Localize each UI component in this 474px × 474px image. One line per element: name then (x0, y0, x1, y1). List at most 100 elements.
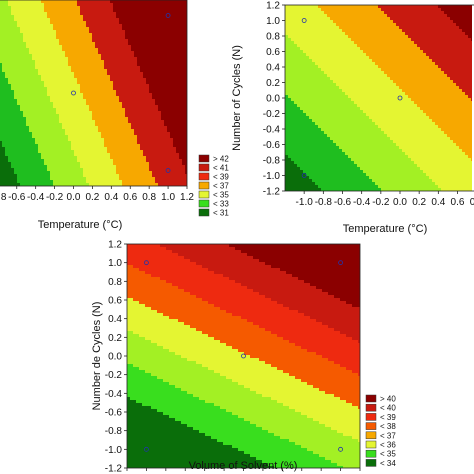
contour-cell (125, 0, 129, 4)
contour-cell (134, 114, 138, 118)
contour-cell (167, 168, 171, 172)
contour-cell (155, 159, 159, 163)
contour-cell (65, 102, 69, 106)
contour-cell (47, 90, 51, 94)
contour-cell (182, 180, 186, 184)
contour-cell (131, 30, 135, 34)
contour-cell (59, 141, 63, 145)
contour-cell (41, 48, 45, 52)
contour-cell (294, 17, 298, 21)
contour-cell (89, 0, 93, 4)
contour-cell (119, 6, 123, 10)
contour-cell (161, 153, 165, 157)
contour-cell (146, 27, 150, 31)
contour-cell (291, 89, 295, 93)
contour-cell (98, 15, 102, 19)
contour-cell (65, 36, 69, 40)
contour-cell (53, 33, 57, 37)
contour-cell (95, 174, 99, 178)
contour-cell (146, 48, 150, 52)
contour-cell (158, 51, 162, 55)
contour-cell (146, 126, 150, 130)
contour-cell (116, 162, 120, 166)
contour-cell (62, 141, 66, 145)
contour-cell (104, 159, 108, 163)
contour-cell (167, 51, 171, 55)
contour-cell (107, 114, 111, 118)
contour-cell (158, 6, 162, 10)
contour-cell (86, 162, 90, 166)
contour-cell (161, 117, 165, 121)
contour-cell (101, 90, 105, 94)
contour-cell (14, 0, 18, 4)
contour-cell (143, 54, 147, 58)
contour-cell (167, 114, 171, 118)
contour-cell (155, 174, 159, 178)
contour-cell (83, 48, 87, 52)
contour-cell (176, 21, 180, 25)
contour-cell (164, 141, 168, 145)
contour-cell (285, 17, 289, 21)
contour-cell (101, 138, 105, 142)
contour-cell (0, 63, 3, 67)
contour-cell (122, 105, 126, 109)
contour-cell (119, 168, 123, 172)
contour-cell (122, 144, 126, 148)
contour-cell (56, 117, 60, 121)
contour-cell (155, 138, 159, 142)
contour-cell (23, 135, 27, 139)
contour-cell (47, 162, 51, 166)
contour-cell (161, 177, 165, 181)
contour-cell (62, 114, 66, 118)
contour-cell (77, 147, 81, 151)
contour-cell (50, 69, 54, 73)
contour-cell (89, 159, 93, 163)
contour-cell (116, 156, 120, 160)
contour-cell (62, 42, 66, 46)
contour-cell (176, 108, 180, 112)
contour-cell (11, 72, 15, 76)
contour-cell (161, 69, 165, 73)
contour-cell (110, 69, 114, 73)
contour-cell (47, 93, 51, 97)
contour-cell (155, 117, 159, 121)
contour-cell (86, 60, 90, 64)
contour-cell (8, 87, 12, 91)
contour-cell (74, 156, 78, 160)
contour-cell (161, 132, 165, 136)
contour-cell (119, 48, 123, 52)
contour-cell (110, 75, 114, 79)
contour-cell (59, 108, 63, 112)
contour-cell (86, 147, 90, 151)
contour-cell (110, 54, 114, 58)
contour-cell (131, 123, 135, 127)
contour-cell (53, 66, 57, 70)
contour-cell (53, 123, 57, 127)
contour-cell (185, 141, 187, 145)
contour-cell (20, 45, 24, 49)
contour-cell (128, 129, 132, 133)
contour-cell (125, 57, 129, 61)
contour-cell (44, 114, 48, 118)
contour-cell (176, 162, 180, 166)
contour-cell (50, 99, 54, 103)
contour-cell (152, 51, 156, 55)
contour-cell (182, 135, 186, 139)
contour-cell (26, 33, 30, 37)
contour-cell (35, 147, 39, 151)
contour-cell (89, 33, 93, 37)
contour-cell (107, 6, 111, 10)
contour-cell (182, 114, 186, 118)
contour-cell (0, 60, 3, 64)
contour-cell (164, 120, 168, 124)
contour-cell (113, 162, 117, 166)
contour-cell (89, 99, 93, 103)
contour-cell (131, 0, 135, 4)
contour-cell (5, 93, 9, 97)
contour-cell (80, 102, 84, 106)
contour-cell (71, 81, 75, 85)
contour-cell (119, 138, 123, 142)
contour-cell (59, 60, 63, 64)
contour-cell (26, 6, 30, 10)
contour-cell (107, 27, 111, 31)
